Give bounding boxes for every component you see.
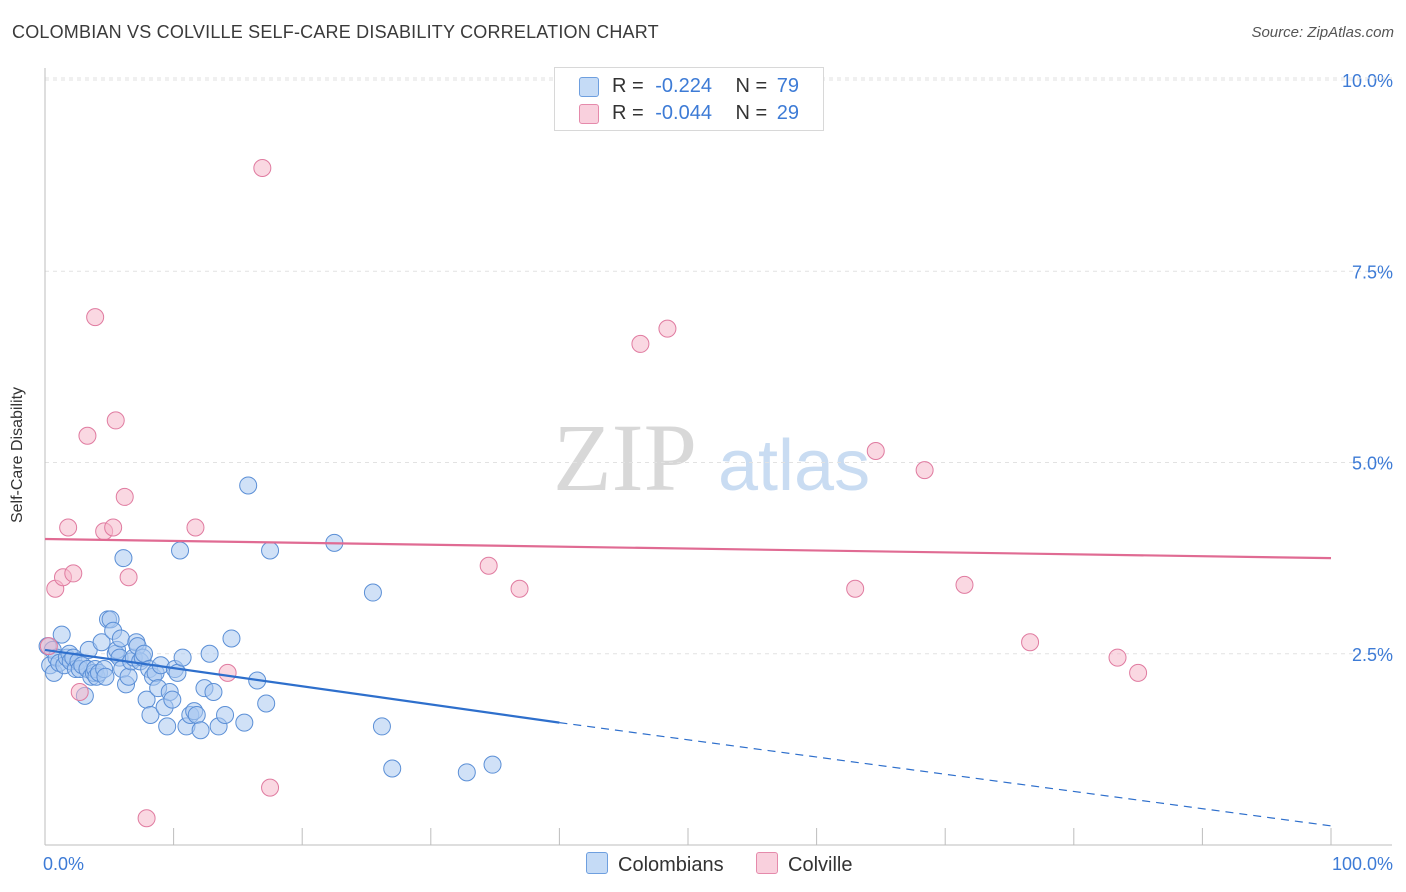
y-axis-label: Self-Care Disability <box>9 386 26 524</box>
chart-title: COLOMBIAN VS COLVILLE SELF-CARE DISABILI… <box>12 22 659 42</box>
point-colville <box>866 442 885 461</box>
trendline-colombians <box>44 648 560 724</box>
legend-n-value: 79 <box>776 75 800 97</box>
point-colville <box>137 809 156 828</box>
point-colville <box>106 411 125 430</box>
legend-r-label: R = <box>612 75 644 97</box>
y-tick-label: 2.5% <box>1352 645 1393 665</box>
legend-swatch-colombians <box>579 77 599 97</box>
point-colombians <box>216 705 235 724</box>
trendline-colombians-extension <box>559 722 1332 827</box>
legend-r-label: R = <box>612 102 644 124</box>
correlation-legend: R = -0.224 N = 79 R = -0.044 N = 29 <box>554 67 824 131</box>
bottom-legend-swatch-colombians <box>586 852 608 874</box>
point-colombians <box>222 629 241 648</box>
point-colville <box>955 575 974 594</box>
point-colville <box>846 579 865 598</box>
point-colombians <box>191 721 210 740</box>
legend-n-label: N = <box>735 102 768 124</box>
point-colville <box>1108 648 1127 667</box>
point-colombians <box>383 759 402 778</box>
bottom-legend-swatch-colville <box>756 852 778 874</box>
point-colombians <box>457 763 476 782</box>
point-colombians <box>135 644 154 663</box>
bottom-legend-label-colville: Colville <box>788 854 853 876</box>
point-colombians <box>261 541 280 560</box>
point-colombians <box>235 713 254 732</box>
point-colville <box>104 518 123 537</box>
legend-n-value: 29 <box>776 102 800 124</box>
point-colombians <box>200 644 219 663</box>
point-colombians <box>92 633 111 652</box>
point-colville <box>115 487 134 506</box>
point-colombians <box>483 755 502 774</box>
point-colville <box>1129 663 1148 682</box>
y-tick-label: 10.0% <box>1342 71 1393 91</box>
point-colombians <box>96 667 115 686</box>
point-colombians <box>171 541 190 560</box>
trendline-colville <box>44 537 1332 560</box>
point-colombians <box>163 690 182 709</box>
legend-n-label: N = <box>735 75 768 97</box>
point-colombians <box>372 717 391 736</box>
legend-swatch-colville <box>579 104 599 124</box>
legend-r-value: -0.044 <box>655 102 712 124</box>
point-colombians <box>187 705 206 724</box>
bottom-legend-colville: Colville <box>756 852 852 877</box>
point-colombians <box>114 549 133 568</box>
point-colville <box>59 518 78 537</box>
point-colville <box>510 579 529 598</box>
point-colombians <box>141 705 160 724</box>
point-colville <box>915 461 934 480</box>
point-colombians <box>257 694 276 713</box>
point-colville <box>70 683 89 701</box>
x-tick-label-min: 0.0% <box>43 854 84 874</box>
point-colville <box>64 564 83 583</box>
point-colombians <box>173 648 192 667</box>
point-colville <box>1021 633 1040 652</box>
point-colville <box>78 426 97 445</box>
point-colombians <box>158 717 177 736</box>
point-colville <box>253 158 272 177</box>
legend-r-value: -0.224 <box>655 75 712 97</box>
bottom-legend-colombians: Colombians <box>586 852 724 877</box>
point-colombians <box>363 583 382 602</box>
point-colombians <box>239 476 258 495</box>
point-colville <box>631 334 650 353</box>
point-colville <box>119 568 138 587</box>
y-tick-label: 5.0% <box>1352 454 1393 474</box>
point-colville <box>479 556 498 575</box>
point-colville <box>261 778 280 797</box>
point-colombians <box>111 629 130 648</box>
point-colville <box>86 308 105 327</box>
watermark-zip: ZIP <box>553 404 697 511</box>
watermark-atlas: atlas <box>718 426 870 506</box>
point-colville <box>186 518 205 537</box>
x-tick-label-max: 100.0% <box>1332 854 1393 874</box>
y-tick-label: 7.5% <box>1352 262 1393 282</box>
point-colombians <box>52 625 71 644</box>
point-colombians <box>119 667 138 686</box>
point-colville <box>658 319 677 338</box>
point-colombians <box>204 683 223 701</box>
source-label: Source: ZipAtlas.com <box>1251 24 1394 41</box>
bottom-legend-label-colombians: Colombians <box>618 854 724 876</box>
point-colville <box>218 663 237 682</box>
